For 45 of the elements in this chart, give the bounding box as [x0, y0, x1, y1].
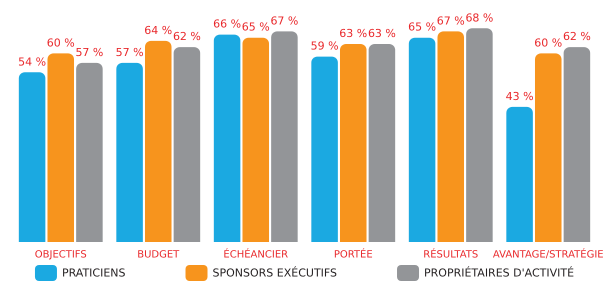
bar	[534, 53, 562, 242]
x-tick-label: PORTÉE	[334, 248, 373, 260]
bar	[271, 31, 298, 242]
bar	[174, 47, 200, 242]
bar	[214, 34, 240, 242]
legend-label: PRATICIENS	[62, 266, 126, 280]
data-label: 59 %	[310, 40, 339, 53]
data-label: 66 %	[213, 18, 242, 31]
legend-label: PROPRIÉTAIRES D'ACTIVITÉ	[424, 266, 574, 280]
data-label: 60 %	[46, 36, 75, 50]
bar	[76, 62, 103, 242]
bar	[466, 28, 493, 242]
data-label: 64 %	[144, 24, 172, 37]
bar	[242, 38, 270, 242]
bar	[116, 62, 143, 242]
legend-label: SPONSORS EXÉCUTIFS	[212, 266, 338, 280]
data-label: 60 %	[534, 36, 562, 50]
bar	[144, 40, 172, 242]
bar	[340, 44, 367, 242]
data-label: 57 %	[116, 46, 144, 59]
data-label: 67 %	[270, 14, 298, 28]
data-label: 57 %	[75, 46, 104, 59]
data-label: 65 %	[408, 20, 436, 34]
x-tick-label: BUDGET	[137, 250, 180, 260]
data-label: 62 %	[172, 30, 201, 44]
data-label: 63 %	[339, 27, 368, 40]
data-label: 54 %	[18, 55, 46, 68]
bar	[506, 106, 533, 242]
data-label: 43 %	[506, 90, 534, 103]
data-label: 68 %	[465, 11, 494, 24]
bar	[368, 44, 396, 242]
x-tick-label: OBJECTIFS	[34, 250, 87, 260]
data-label: 62 %	[562, 30, 591, 44]
x-tick-label: RÉSULTATS	[423, 248, 478, 260]
x-tick-label: ÉCHÉANCIER	[223, 248, 288, 260]
bar	[408, 38, 436, 242]
bar	[437, 31, 464, 242]
bar	[18, 72, 46, 242]
bar	[564, 47, 590, 242]
data-label: 63 %	[368, 27, 396, 40]
data-label: 65 %	[242, 20, 270, 34]
bar	[311, 56, 338, 242]
bar	[47, 53, 74, 242]
x-tick-label: AVANTAGE/STRATÉGIE	[492, 248, 604, 260]
data-label: 67 %	[436, 14, 465, 28]
